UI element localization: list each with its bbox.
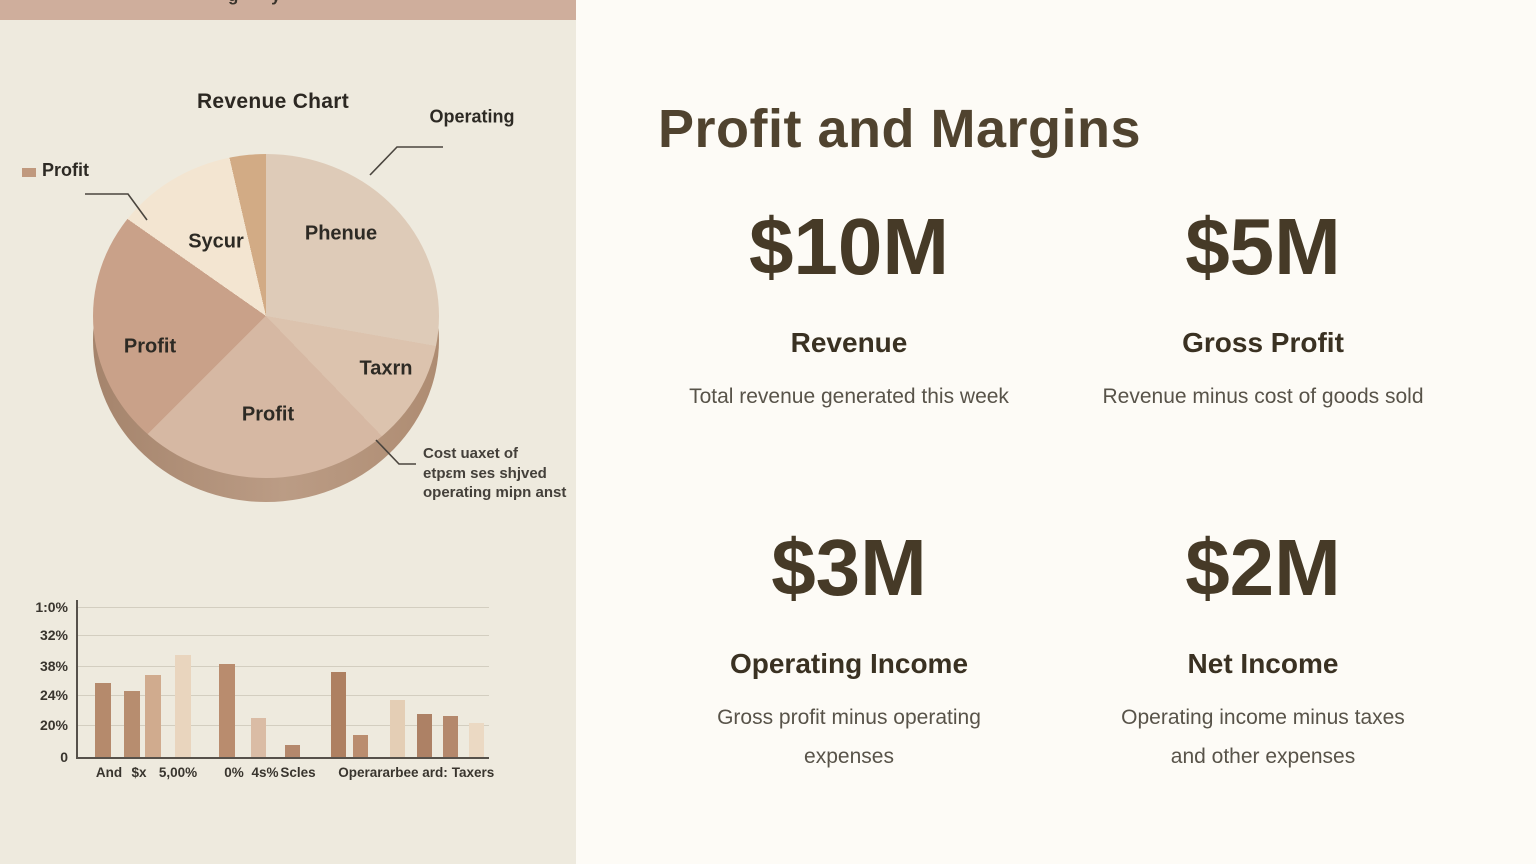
pie-slice-label: Taxrn <box>359 357 413 380</box>
y-axis <box>76 600 78 759</box>
x-axis-tick-label: 0% <box>224 765 244 780</box>
stat-desc-line: Revenue minus cost of goods sold <box>1102 385 1424 408</box>
top-accent-bar: g y <box>0 0 576 20</box>
bar <box>175 655 191 757</box>
stat-value: $5M <box>1185 202 1341 291</box>
leader-line <box>369 146 443 176</box>
stat-description: Operating income minus taxes and other e… <box>1043 698 1483 776</box>
stat-label: Net Income <box>1187 648 1339 679</box>
stat-desc-line: Operating income minus taxes <box>1121 706 1405 729</box>
bar <box>353 735 368 757</box>
gridline <box>76 666 489 667</box>
bar <box>285 745 300 757</box>
pie-slice-label: Sycur <box>188 230 244 253</box>
legend-label: Profit <box>42 160 89 180</box>
stat-block-net-income: $2M Net Income Operating income minus ta… <box>1043 522 1483 776</box>
stat-block-revenue: $10M Revenue Total revenue generated thi… <box>629 201 1069 416</box>
bar <box>469 723 484 757</box>
stat-label: Gross Profit <box>1182 327 1344 358</box>
bar <box>145 675 161 757</box>
chart-image-panel: g y Revenue Chart Profit Operating Cost … <box>0 0 576 864</box>
stat-desc-line: Gross profit minus operating <box>717 706 981 729</box>
pie-chart <box>93 154 439 478</box>
stat-description: Revenue minus cost of goods sold <box>1043 377 1483 416</box>
pie-slice-label: Profit <box>123 335 177 358</box>
slide-heading: Profit and Margins <box>658 99 1142 159</box>
bar <box>219 664 235 757</box>
bar <box>443 716 458 757</box>
pie-slice-label: Phenue <box>304 222 378 245</box>
bar <box>124 691 140 757</box>
cropped-header-text: g y <box>228 0 295 6</box>
x-axis-tick-label: And <box>95 765 123 780</box>
pie-slice-label: Profit <box>241 403 295 426</box>
gridline <box>76 635 489 636</box>
legend-swatch <box>22 167 36 177</box>
stat-description: Total revenue generated this week <box>629 377 1069 416</box>
bar <box>331 672 346 757</box>
y-axis-tick-label: 24% <box>39 687 68 703</box>
stat-label: Revenue <box>790 327 908 358</box>
stat-description: Gross profit minus operating expenses <box>629 698 1069 776</box>
stat-block-gross-profit: $5M Gross Profit Revenue minus cost of g… <box>1043 201 1483 416</box>
annotation-line: Cost uaxet of <box>423 445 519 462</box>
x-axis-tick-label: 5,00% <box>158 765 198 780</box>
annotation-line: etpεm ses shjved <box>423 464 547 482</box>
x-axis-tick-label: Scles <box>280 765 316 780</box>
x-axis-tick-label: $x <box>131 765 147 780</box>
stat-desc-line: and other expenses <box>1170 745 1356 768</box>
x-axis-tick-label: 4s% <box>251 765 279 780</box>
bar <box>417 714 432 757</box>
stat-value: $10M <box>748 202 950 291</box>
pie-chart-title: Revenue Chart <box>196 90 350 113</box>
bar <box>390 700 405 757</box>
stat-label: Operating Income <box>729 648 969 679</box>
gridline <box>76 607 489 608</box>
y-axis-tick-label: 38% <box>39 658 68 674</box>
x-axis <box>76 757 489 759</box>
pie-annotation: Cost uaxet of etpεm ses shjved operating… <box>423 444 566 503</box>
stat-desc-line: Total revenue generated this week <box>689 385 1009 408</box>
bar <box>251 718 266 757</box>
pie-legend: Profit <box>22 160 89 181</box>
y-axis-tick-label: 20% <box>39 717 68 733</box>
y-axis-tick-label: 32% <box>39 627 68 643</box>
annotation-line: operating mipn anst <box>423 484 567 501</box>
stat-desc-line: expenses <box>804 745 894 768</box>
stat-value: $3M <box>771 523 927 612</box>
y-axis-tick-label: 1:0% <box>35 599 68 615</box>
stat-block-operating-income: $3M Operating Income Gross profit minus … <box>629 522 1069 776</box>
gridline <box>76 725 489 726</box>
gridline <box>76 695 489 696</box>
stat-value: $2M <box>1185 523 1341 612</box>
bar <box>95 683 111 757</box>
pie-callout-operating: Operating <box>429 106 515 127</box>
stats-panel: Profit and Margins $10M Revenue Total re… <box>576 0 1536 864</box>
x-axis-tick-label: Taxers <box>451 765 495 780</box>
y-axis-tick-label: 0 <box>60 749 68 765</box>
x-axis-tick-label: Operararbee ard: <box>338 765 448 780</box>
